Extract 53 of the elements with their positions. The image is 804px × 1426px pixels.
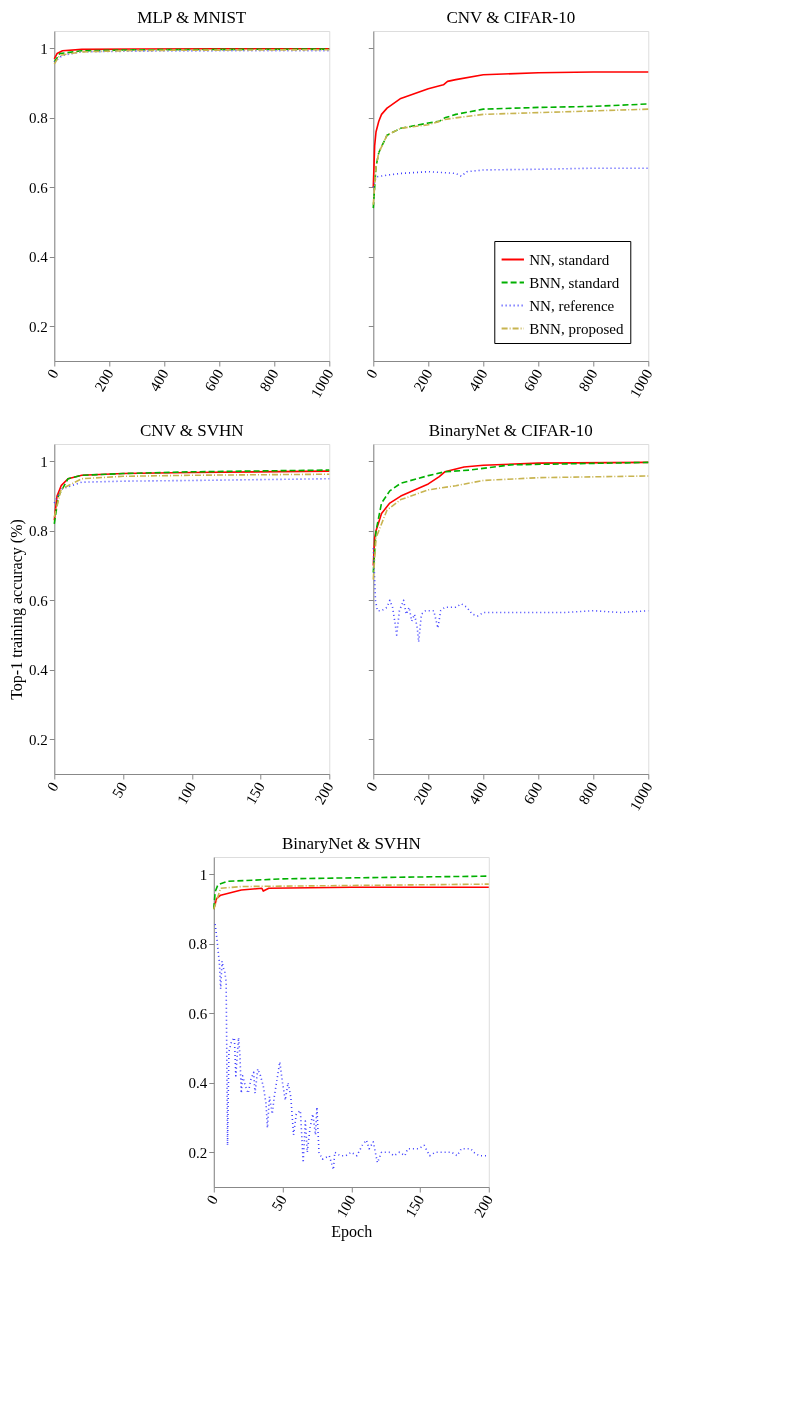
x-tick-label: 0 [44,366,62,381]
line-series [53,477,331,504]
x-tick-label: 200 [410,366,436,394]
x-tick-label: 200 [91,366,117,394]
x-tick-label: 800 [575,779,601,807]
chart-title: MLP & MNIST [137,8,247,27]
y-tick-label: 0.4 [188,1075,208,1092]
legend-label: BNN, standard [529,274,620,291]
x-tick-label: 100 [174,779,200,807]
y-tick-label: 1 [199,866,208,883]
x-tick-label: 400 [465,779,491,807]
chart-title: CNV & SVHN [139,421,244,440]
line-series [53,47,331,60]
x-tick-label: 600 [201,366,227,394]
y-tick-label: 0.6 [29,592,49,609]
x-tick-label: 200 [410,779,436,807]
chart-title: BinaryNet & SVHN [281,834,421,853]
x-tick-label: 600 [520,366,546,394]
legend-label: NN, reference [529,297,615,314]
x-tick-label: 800 [575,366,601,394]
x-tick-label: 200 [471,1192,497,1220]
x-tick-label: 0 [363,779,381,794]
x-tick-label: 150 [242,779,268,807]
y-tick-label: 0.6 [29,179,49,196]
x-tick-label: 200 [311,779,337,807]
y-tick-label: 1 [40,40,48,57]
legend-label: BNN, proposed [529,320,624,337]
legend-label: NN, standard [529,251,610,268]
y-tick-label: 0.4 [29,662,49,679]
x-axis-title: Epoch [331,1222,373,1241]
y-tick-label: 0.8 [29,110,48,127]
y-tick-label: 0.2 [188,1144,208,1161]
x-tick-label: 0 [363,366,381,381]
x-tick-label: 50 [268,1192,290,1214]
y-axis-title: Top-1 training accuracy (%) [8,519,27,700]
y-tick-label: 0.8 [29,523,48,540]
x-tick-label: 800 [256,366,282,394]
x-tick-label: 100 [333,1192,359,1220]
x-tick-label: 0 [203,1192,222,1207]
y-tick-label: 0.2 [29,731,48,748]
x-tick-label: 50 [109,779,131,801]
x-tick-label: 400 [146,366,172,394]
x-tick-label: 600 [520,779,546,807]
chart-title: CNV & CIFAR-10 [446,8,576,27]
y-tick-label: 1 [40,453,48,470]
y-tick-label: 0.6 [188,1005,208,1022]
y-tick-label: 0.8 [188,936,208,953]
y-tick-label: 0.2 [29,318,48,335]
x-tick-label: 400 [465,366,491,394]
x-tick-label: 0 [44,779,62,794]
y-tick-label: 0.4 [29,249,49,266]
x-tick-label: 150 [402,1192,428,1220]
chart-title: BinaryNet & CIFAR-10 [428,421,593,440]
